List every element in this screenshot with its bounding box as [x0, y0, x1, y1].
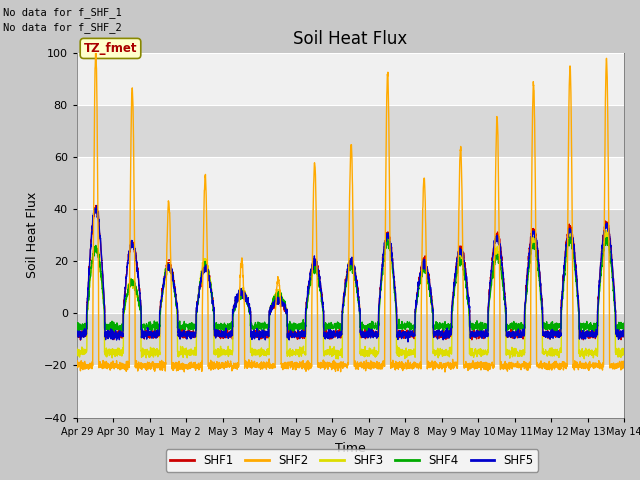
Text: TZ_fmet: TZ_fmet: [84, 42, 137, 55]
Bar: [77, 209, 624, 261]
Legend: SHF1, SHF2, SHF3, SHF4, SHF5: SHF1, SHF2, SHF3, SHF4, SHF5: [166, 449, 538, 472]
Bar: [77, 105, 624, 157]
Bar: [77, 53, 624, 105]
Text: No data for f_SHF_1: No data for f_SHF_1: [3, 7, 122, 18]
Bar: [77, 261, 624, 313]
X-axis label: Time: Time: [335, 442, 366, 455]
Bar: [77, 313, 624, 365]
Bar: [77, 157, 624, 209]
Bar: [77, 365, 624, 418]
Y-axis label: Soil Heat Flux: Soil Heat Flux: [26, 192, 38, 278]
Title: Soil Heat Flux: Soil Heat Flux: [293, 30, 408, 48]
Text: No data for f_SHF_2: No data for f_SHF_2: [3, 22, 122, 33]
